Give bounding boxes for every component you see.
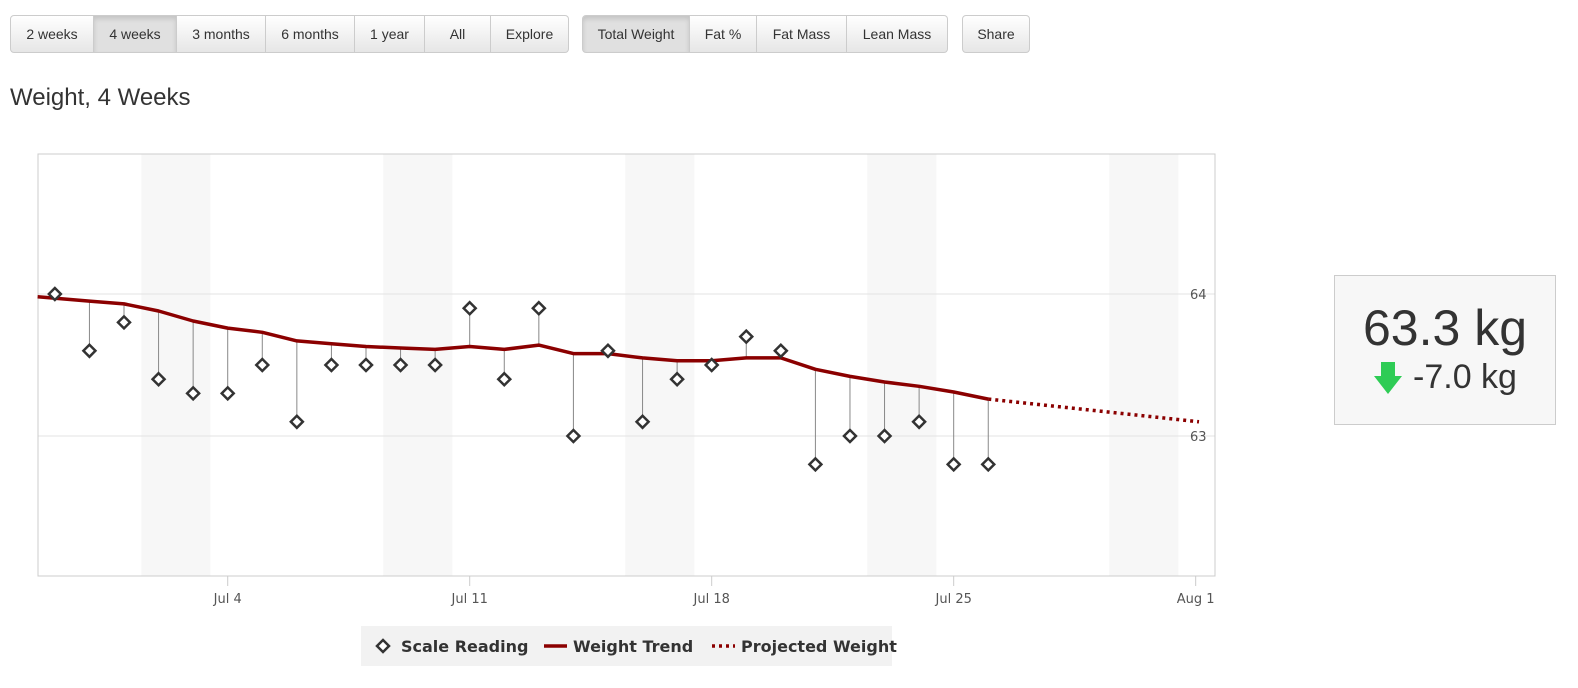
scale-reading-point bbox=[911, 414, 927, 430]
current-weight: 63.3 kg bbox=[1362, 300, 1527, 356]
range-button-all[interactable]: All bbox=[425, 15, 491, 53]
scale-reading-point bbox=[634, 414, 651, 430]
scale-reading-point bbox=[565, 428, 582, 444]
scale-reading-point bbox=[842, 428, 858, 444]
weekend-band bbox=[141, 154, 211, 576]
projected-weight-line bbox=[988, 397, 1200, 424]
weekend-band bbox=[1109, 154, 1179, 576]
range-button-6-months[interactable]: 6 months bbox=[266, 15, 355, 53]
scale-reading-point bbox=[461, 300, 478, 316]
range-button-group: 2 weeks 4 weeks 3 months 6 months 1 year All E… bbox=[10, 15, 569, 53]
legend-item-weight-trend[interactable]: Weight Trend bbox=[544, 637, 693, 656]
x-tick-label: Jul 4 bbox=[213, 592, 242, 607]
range-button-1-year[interactable]: 1 year bbox=[355, 15, 425, 53]
scale-reading-point bbox=[116, 314, 132, 331]
legend: Scale Reading Weight Trend Projected Wei… bbox=[361, 626, 897, 666]
range-button-3-months[interactable]: 3 months bbox=[177, 15, 266, 53]
scale-reading-point bbox=[185, 385, 201, 402]
plot-border bbox=[37, 153, 1216, 577]
y-axis: 63 64 bbox=[1190, 288, 1207, 445]
weekend-band bbox=[625, 154, 695, 576]
range-button-2-weeks[interactable]: 2 weeks bbox=[10, 15, 94, 53]
page-title: Weight, 4 Weeks bbox=[10, 84, 191, 111]
legend-item-projected-weight[interactable]: Projected Weight bbox=[712, 637, 897, 656]
scale-reading-point bbox=[669, 371, 685, 387]
scale-reading-point bbox=[47, 286, 63, 302]
weight-change: -7.0 kg bbox=[1413, 358, 1517, 396]
weight-chart: Jul 4 Jul 11 Jul 18 Jul 25 Aug 1 63 64 Scale … bbox=[37, 153, 1216, 666]
scale-reading-point bbox=[150, 371, 167, 387]
legend-label-projected-weight: Projected Weight bbox=[741, 637, 897, 656]
down-arrow-icon bbox=[1374, 361, 1403, 394]
weight-change-row: -7.0 kg bbox=[1335, 358, 1555, 397]
x-tick-label: Jul 25 bbox=[935, 592, 972, 607]
scale-reading-point bbox=[254, 357, 271, 373]
summary-box: 63.3 kg -7.0 kg bbox=[1334, 275, 1556, 425]
scale-reading-point bbox=[392, 357, 409, 373]
metric-button-lean-mass[interactable]: Lean Mass bbox=[847, 15, 948, 53]
scale-reading-point bbox=[323, 357, 340, 373]
scale-reading-point bbox=[738, 328, 755, 345]
share-button-group: Share bbox=[962, 15, 1030, 53]
legend-label-scale-reading: Scale Reading bbox=[401, 637, 528, 656]
metric-button-fat-mass[interactable]: Fat Mass bbox=[757, 15, 847, 53]
x-tick-label: Jul 18 bbox=[693, 592, 730, 607]
x-tick-label: Aug 1 bbox=[1177, 592, 1215, 607]
scale-reading-point bbox=[496, 371, 513, 387]
y-tick-label: 64 bbox=[1190, 288, 1207, 303]
diamond-icon bbox=[375, 638, 391, 654]
scale-reading-point bbox=[219, 385, 236, 402]
scale-reading-point bbox=[703, 357, 720, 373]
legend-label-weight-trend: Weight Trend bbox=[573, 637, 693, 656]
metric-button-group: Total Weight Fat % Fat Mass Lean Mass bbox=[582, 15, 948, 53]
scale-reading-point bbox=[531, 300, 547, 316]
scale-reading-point bbox=[600, 343, 616, 359]
scale-reading-point bbox=[81, 343, 98, 359]
metric-button-total-weight[interactable]: Total Weight bbox=[582, 15, 690, 53]
weight-trend-line bbox=[37, 295, 989, 401]
scale-reading-markers bbox=[47, 286, 997, 473]
scale-reading-point bbox=[358, 357, 374, 373]
scale-reading-point bbox=[876, 428, 893, 444]
x-axis: Jul 4 Jul 11 Jul 18 Jul 25 Aug 1 bbox=[213, 576, 1215, 607]
y-tick-label: 63 bbox=[1190, 430, 1207, 445]
scale-reading-point bbox=[427, 357, 443, 373]
legend-background bbox=[361, 626, 892, 666]
legend-item-scale-reading[interactable]: Scale Reading bbox=[375, 637, 528, 656]
range-button-explore[interactable]: Explore bbox=[491, 15, 569, 53]
range-button-4-weeks[interactable]: 4 weeks bbox=[94, 15, 177, 53]
x-tick-label: Jul 11 bbox=[451, 592, 488, 607]
scale-reading-point bbox=[773, 343, 789, 359]
metric-button-fat[interactable]: Fat % bbox=[690, 15, 757, 53]
scale-reading-point bbox=[289, 414, 305, 430]
scale-reading-point bbox=[807, 456, 824, 473]
share-button[interactable]: Share bbox=[962, 15, 1030, 53]
scale-reading-point bbox=[980, 456, 997, 473]
scale-reading-point bbox=[945, 456, 962, 473]
weekend-band bbox=[867, 154, 937, 576]
grid-lines bbox=[38, 293, 1215, 437]
